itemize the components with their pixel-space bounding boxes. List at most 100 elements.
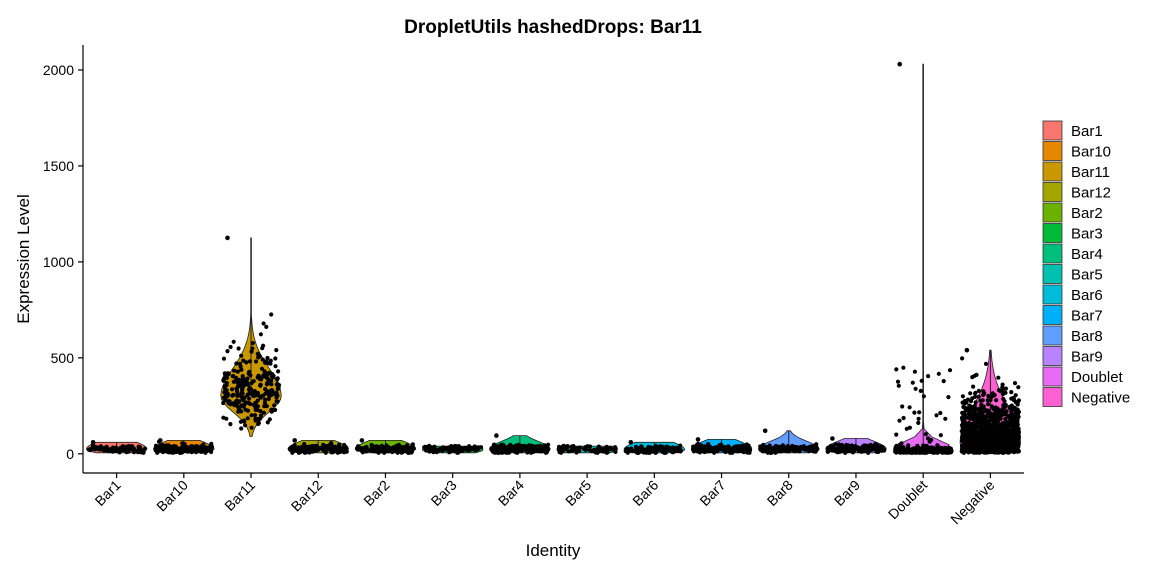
data-point bbox=[996, 375, 1001, 380]
data-point bbox=[910, 380, 915, 385]
data-point bbox=[1000, 421, 1005, 426]
data-point bbox=[274, 399, 279, 404]
data-point bbox=[288, 446, 293, 451]
data-point bbox=[247, 396, 252, 401]
data-point bbox=[983, 361, 989, 366]
data-point bbox=[271, 375, 276, 380]
data-point bbox=[261, 374, 266, 379]
data-point bbox=[272, 403, 277, 408]
data-point bbox=[533, 445, 538, 450]
data-point bbox=[971, 417, 976, 422]
data-point bbox=[981, 417, 986, 422]
data-point bbox=[836, 448, 842, 454]
data-point bbox=[461, 446, 466, 452]
data-point-max bbox=[359, 438, 365, 443]
data-point bbox=[261, 343, 266, 348]
data-point bbox=[577, 449, 582, 454]
data-point bbox=[239, 426, 244, 431]
legend-item-bar1: Bar1 bbox=[1042, 120, 1103, 141]
legend-swatch bbox=[1042, 346, 1063, 366]
violin-group-bar1 bbox=[86, 440, 148, 455]
data-point bbox=[242, 381, 247, 386]
data-point bbox=[973, 394, 978, 399]
data-point bbox=[964, 400, 969, 405]
data-point bbox=[897, 442, 903, 447]
data-point bbox=[946, 395, 951, 400]
data-point bbox=[870, 444, 876, 449]
data-point bbox=[895, 379, 901, 384]
data-point bbox=[221, 378, 226, 383]
data-point bbox=[901, 365, 906, 370]
legend-item-bar9: Bar9 bbox=[1042, 346, 1103, 366]
data-point bbox=[570, 448, 575, 453]
legend-swatch bbox=[1042, 243, 1063, 264]
data-point bbox=[90, 445, 95, 450]
legend-swatch bbox=[1042, 305, 1063, 325]
plot-area bbox=[86, 61, 1022, 455]
data-point bbox=[503, 448, 508, 453]
data-point bbox=[273, 356, 278, 361]
y-tick-label: 1000 bbox=[43, 254, 74, 270]
violin-group-bar9 bbox=[825, 436, 887, 455]
legend-label: Bar5 bbox=[1071, 267, 1103, 284]
data-point bbox=[560, 449, 565, 454]
data-point bbox=[467, 444, 472, 449]
data-point bbox=[333, 447, 338, 452]
data-point bbox=[960, 356, 965, 361]
data-point bbox=[235, 393, 240, 398]
data-point bbox=[776, 446, 781, 452]
data-point bbox=[170, 446, 175, 451]
data-point bbox=[938, 410, 943, 416]
data-point bbox=[431, 449, 437, 454]
data-point bbox=[814, 445, 819, 450]
data-point bbox=[492, 450, 497, 455]
data-point bbox=[602, 446, 607, 452]
data-point bbox=[242, 419, 247, 424]
data-point bbox=[826, 446, 832, 451]
violin-group-bar7 bbox=[690, 437, 753, 455]
y-tick-label: 1500 bbox=[43, 158, 74, 174]
data-point bbox=[899, 446, 904, 451]
data-point bbox=[257, 416, 262, 421]
data-point bbox=[251, 379, 256, 384]
data-point bbox=[709, 448, 714, 453]
data-point bbox=[785, 444, 790, 449]
legend-swatch bbox=[1042, 161, 1063, 182]
data-point bbox=[237, 361, 243, 366]
legend-label: Bar10 bbox=[1071, 144, 1111, 161]
data-point bbox=[978, 398, 983, 403]
data-point bbox=[934, 413, 939, 418]
data-point bbox=[253, 418, 258, 423]
data-point bbox=[1000, 410, 1005, 415]
data-point bbox=[372, 449, 377, 454]
data-point bbox=[922, 450, 927, 455]
data-point bbox=[176, 446, 181, 451]
legend-label: Negative bbox=[1071, 390, 1130, 407]
data-point bbox=[995, 422, 1000, 427]
data-point bbox=[593, 450, 598, 455]
data-point bbox=[374, 444, 379, 449]
data-point bbox=[526, 444, 531, 449]
data-point bbox=[104, 448, 109, 453]
data-point bbox=[443, 447, 448, 452]
data-point bbox=[253, 359, 259, 364]
data-point bbox=[970, 375, 975, 380]
data-point bbox=[234, 375, 239, 380]
data-point bbox=[699, 444, 704, 449]
violin-group-bar4 bbox=[489, 433, 551, 455]
data-point bbox=[232, 403, 237, 408]
legend-label: Bar12 bbox=[1071, 185, 1111, 202]
data-point bbox=[898, 449, 903, 454]
data-point bbox=[269, 382, 274, 387]
legend-swatch bbox=[1042, 366, 1063, 387]
data-point bbox=[989, 435, 994, 440]
data-point bbox=[489, 446, 494, 451]
legend-swatch bbox=[1042, 141, 1063, 161]
data-point bbox=[338, 449, 343, 454]
data-point bbox=[802, 446, 807, 451]
data-point bbox=[198, 444, 203, 449]
data-point bbox=[944, 446, 950, 451]
data-point bbox=[180, 444, 185, 449]
data-point bbox=[977, 435, 982, 440]
data-point bbox=[833, 442, 838, 447]
